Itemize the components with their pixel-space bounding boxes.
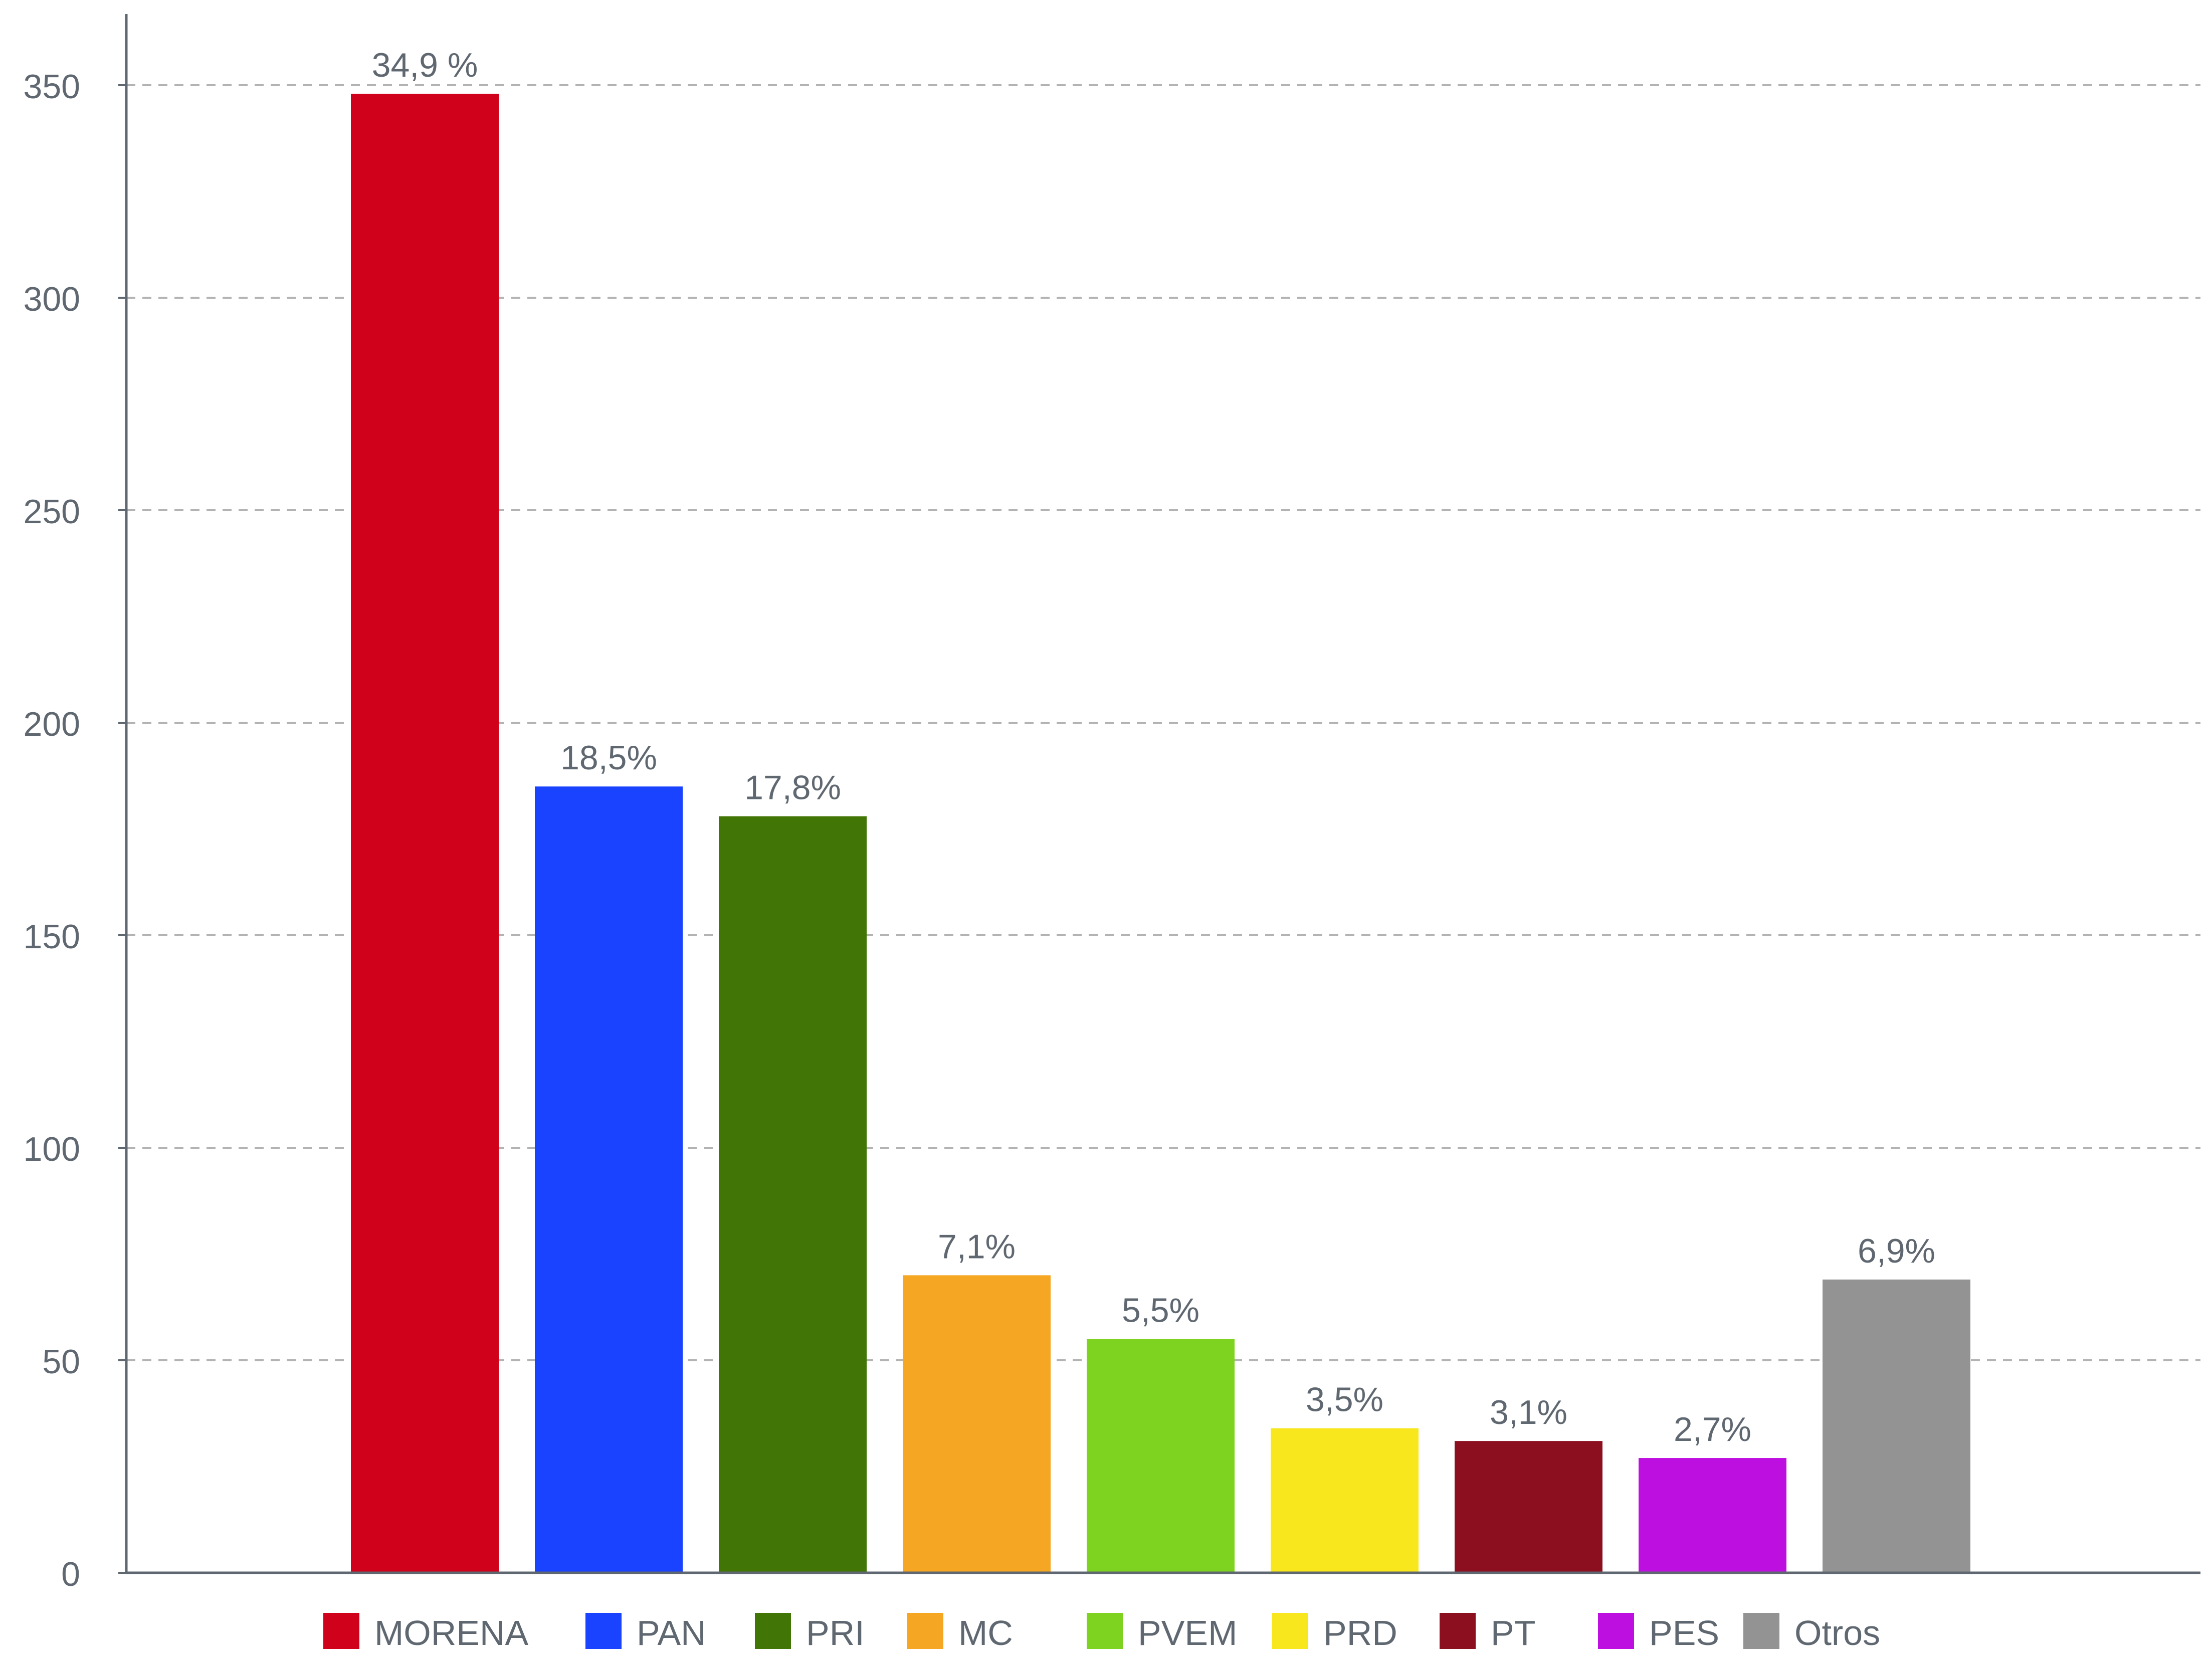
legend-swatch bbox=[755, 1613, 791, 1649]
bar-morena bbox=[351, 93, 499, 1573]
data-label: 18,5% bbox=[560, 739, 657, 777]
bar-pan bbox=[535, 786, 683, 1573]
y-tick-label: 300 bbox=[24, 280, 80, 318]
legend-label: PVEM bbox=[1138, 1613, 1237, 1652]
data-label: 2,7% bbox=[1674, 1410, 1751, 1448]
legend-label: PAN bbox=[637, 1613, 706, 1652]
y-axis-ticks: 0 50 100 150 200 250 300 350 bbox=[24, 68, 126, 1593]
y-tick-label: 0 bbox=[61, 1555, 80, 1593]
data-label: 6,9% bbox=[1858, 1232, 1935, 1270]
legend-label: PES bbox=[1649, 1613, 1719, 1652]
legend-swatch bbox=[1598, 1613, 1634, 1649]
y-tick-label: 200 bbox=[24, 705, 80, 743]
bar-pri bbox=[719, 816, 867, 1573]
legend-swatch bbox=[1743, 1613, 1779, 1649]
legend: MORENA PAN PRI MC PVEM PRD PT PES Otros bbox=[323, 1613, 1880, 1652]
legend-label: MORENA bbox=[374, 1613, 529, 1652]
legend-swatch bbox=[323, 1613, 359, 1649]
legend-label: MC bbox=[958, 1613, 1013, 1652]
axes bbox=[125, 14, 2200, 1574]
bars bbox=[351, 93, 1970, 1573]
legend-swatch bbox=[907, 1613, 943, 1649]
bar-pvem bbox=[1087, 1339, 1235, 1573]
data-label: 3,5% bbox=[1306, 1381, 1383, 1419]
data-label: 17,8% bbox=[744, 769, 841, 807]
data-label: 7,1% bbox=[938, 1227, 1016, 1266]
data-label: 3,1% bbox=[1490, 1393, 1567, 1431]
y-tick-label: 250 bbox=[24, 493, 80, 531]
legend-swatch bbox=[585, 1613, 622, 1649]
legend-swatch bbox=[1440, 1613, 1476, 1649]
legend-swatch bbox=[1272, 1613, 1308, 1649]
legend-label: PRI bbox=[806, 1613, 865, 1652]
bar-pt bbox=[1455, 1441, 1602, 1573]
y-tick-label: 150 bbox=[24, 918, 80, 956]
data-labels: 34,9 % 18,5% 17,8% 7,1% 5,5% 3,5% 3,1% 2,7% 6,9% bbox=[372, 46, 1935, 1448]
data-label: 5,5% bbox=[1122, 1292, 1199, 1330]
bar-otros bbox=[1823, 1279, 1970, 1573]
y-tick-label: 100 bbox=[24, 1130, 80, 1168]
y-tick-label: 350 bbox=[24, 68, 80, 106]
data-label: 34,9 % bbox=[372, 46, 478, 84]
bar-prd bbox=[1271, 1428, 1419, 1573]
legend-label: PRD bbox=[1323, 1613, 1397, 1652]
legend-label: PT bbox=[1491, 1613, 1535, 1652]
legend-label: Otros bbox=[1794, 1613, 1880, 1652]
legend-swatch bbox=[1087, 1613, 1123, 1649]
bar-mc bbox=[903, 1275, 1051, 1573]
y-tick-label: 50 bbox=[42, 1343, 80, 1381]
bar-pes bbox=[1639, 1458, 1786, 1573]
